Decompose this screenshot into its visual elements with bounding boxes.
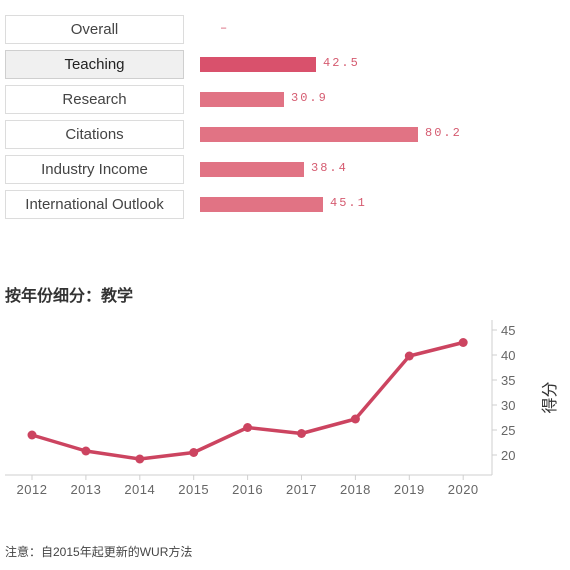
x-tick-label: 2015 (178, 482, 209, 497)
x-tick-label: 2017 (286, 482, 317, 497)
y-tick-label: 40 (501, 348, 515, 363)
metric-tab-overall[interactable]: Overall (5, 15, 184, 44)
data-point (243, 423, 253, 432)
metric-bar (200, 162, 304, 177)
y-tick-label: 25 (501, 423, 515, 438)
x-tick-label: 2013 (70, 482, 101, 497)
metric-tab-citations[interactable]: Citations (5, 120, 184, 149)
teaching-line-chart: 2012 2013 2014 2015 2016 2017 2018 2019 20202025… (5, 320, 559, 497)
data-point (458, 338, 468, 347)
y-axis-label: 得分 (541, 381, 559, 413)
x-tick-label: 2012 (17, 482, 48, 497)
metric-value: 30.9 (291, 91, 328, 105)
metric-tab-industry-income[interactable]: Industry Income (5, 155, 184, 184)
metric-bar (200, 57, 316, 72)
data-point (81, 446, 91, 456)
metric-bar (200, 197, 323, 212)
x-tick-label: 2019 (394, 482, 425, 497)
metric-value: 42.5 (323, 56, 360, 70)
metric-bar (200, 92, 284, 107)
y-tick-label: 30 (501, 398, 515, 413)
y-tick-label: 45 (501, 323, 515, 338)
footnote: 注意：自2015年起更新的WUR方法 (5, 545, 193, 559)
metric-bar (200, 127, 418, 142)
section-title: 按年份细分：教学 (5, 288, 134, 305)
metric-tab-teaching[interactable]: Teaching (5, 50, 184, 79)
y-tick-label: 35 (501, 373, 515, 388)
data-point (297, 429, 306, 438)
x-tick-label: 2014 (124, 482, 155, 497)
data-point (135, 454, 145, 464)
data-point (350, 414, 360, 424)
x-tick-label: 2018 (340, 482, 371, 497)
data-point (27, 430, 37, 440)
metric-tab-international-outlook[interactable]: International Outlook (5, 190, 184, 219)
x-tick-label: 2020 (448, 482, 479, 497)
metric-value: – (220, 21, 230, 35)
data-point (189, 448, 199, 457)
series-line (31, 340, 464, 461)
metric-value: 80.2 (425, 126, 462, 140)
metric-tab-research[interactable]: Research (5, 85, 184, 114)
metric-value: 45.1 (330, 196, 367, 210)
data-point (404, 351, 414, 361)
x-tick-label: 2016 (232, 482, 263, 497)
metric-value: 38.4 (311, 161, 348, 175)
y-tick-label: 20 (501, 448, 515, 463)
